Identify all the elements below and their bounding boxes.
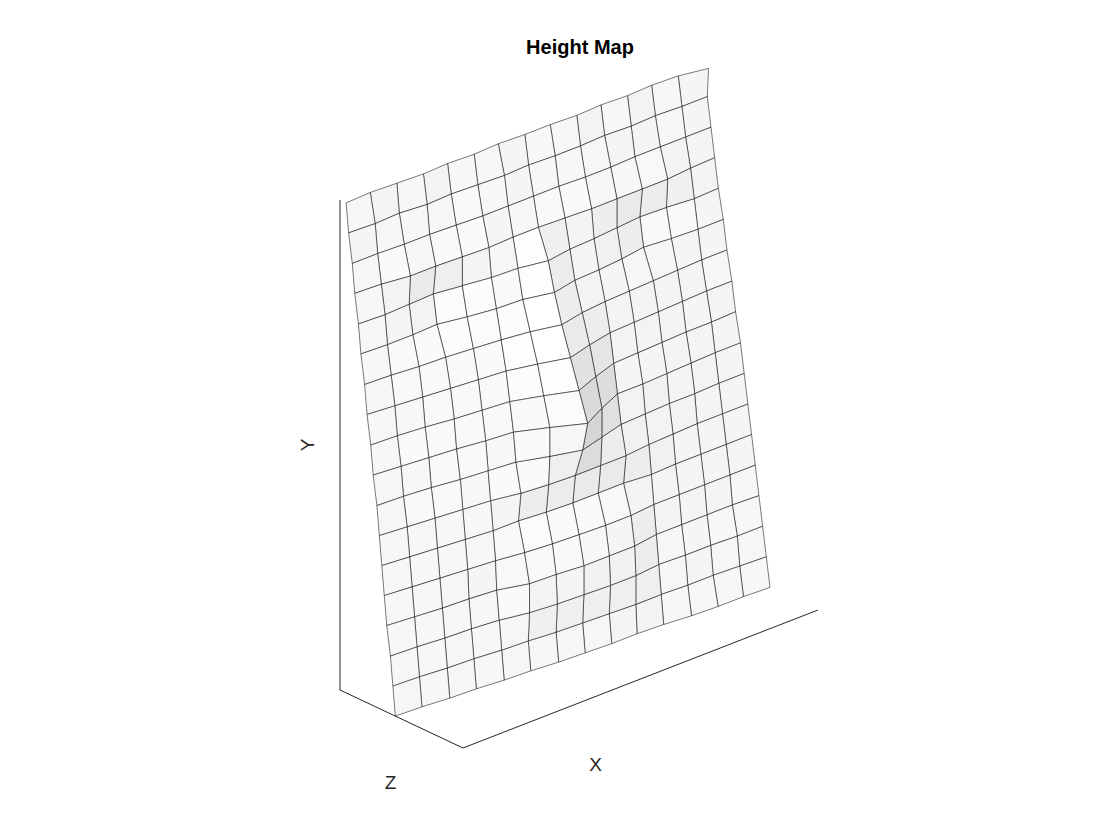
surface-cell bbox=[409, 266, 436, 304]
chart: Height Map X Y Z bbox=[0, 0, 1120, 840]
surface-cell bbox=[530, 325, 570, 364]
surface-cell bbox=[530, 575, 558, 613]
surface-cell bbox=[544, 391, 588, 428]
surface-cell bbox=[474, 650, 504, 689]
y-axis-title: Y bbox=[297, 438, 318, 451]
surface-cell bbox=[497, 584, 530, 620]
surface-cell bbox=[433, 257, 462, 294]
surface-cell bbox=[506, 364, 544, 402]
surface-cell bbox=[556, 566, 584, 604]
surface bbox=[346, 68, 770, 716]
z-axis-title: Z bbox=[385, 772, 397, 793]
surface-cell bbox=[661, 585, 691, 624]
surface-cell bbox=[516, 456, 550, 493]
surface-cell bbox=[601, 424, 626, 465]
surface-cell bbox=[688, 575, 718, 615]
surface-cell bbox=[609, 546, 636, 585]
surface-cell bbox=[713, 566, 743, 606]
labels: Height Map X Y Z bbox=[297, 36, 634, 793]
surface-cell bbox=[393, 677, 422, 716]
surface-cell bbox=[514, 428, 550, 463]
x-axis-title: X bbox=[589, 754, 602, 775]
surface-cell bbox=[538, 358, 579, 396]
surface-cell bbox=[617, 189, 642, 228]
title: Height Map bbox=[526, 36, 634, 58]
surface-cell bbox=[584, 556, 611, 595]
surface-cell bbox=[550, 423, 588, 456]
surface-cell bbox=[510, 396, 550, 432]
surface-cell bbox=[740, 557, 770, 597]
surface-cell bbox=[640, 179, 668, 217]
surface-cell bbox=[419, 668, 449, 707]
axes bbox=[340, 200, 818, 748]
surface-cell bbox=[635, 535, 659, 576]
surface-cell bbox=[447, 659, 476, 698]
y-axis-line bbox=[340, 200, 341, 690]
